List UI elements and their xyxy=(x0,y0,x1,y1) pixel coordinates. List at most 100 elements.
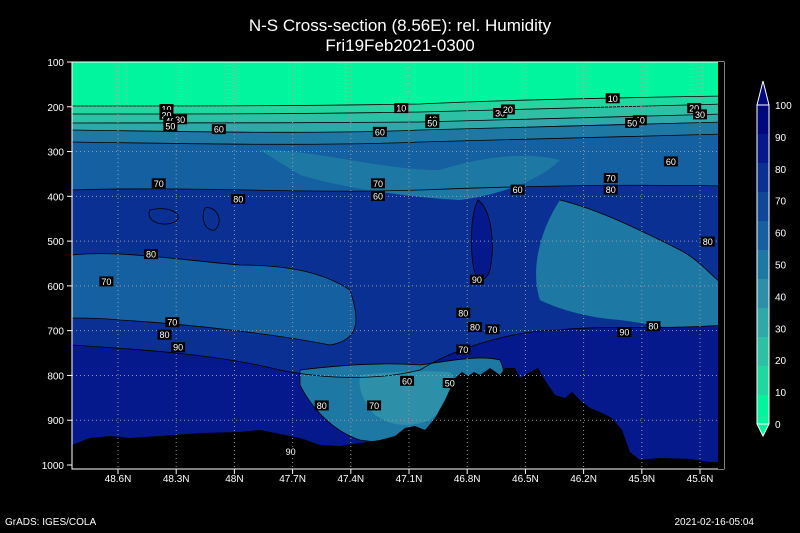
x-tick-label: 45.6N xyxy=(687,474,714,485)
contour-label-text: 60 xyxy=(373,191,383,201)
y-tick-label: 600 xyxy=(47,282,64,293)
x-tick-label: 46.5N xyxy=(512,474,539,485)
contour-label: 80 xyxy=(143,249,158,260)
contour-label: 30 xyxy=(493,108,508,119)
contour-label-bg xyxy=(99,276,114,287)
colorbar-label: 70 xyxy=(775,197,787,208)
contour-label-bg xyxy=(171,342,186,353)
contour-label-bg xyxy=(646,321,661,332)
contour-label-text: 10 xyxy=(608,94,618,104)
contour-label-text: 20 xyxy=(689,104,699,114)
contour-label-bg xyxy=(467,322,482,333)
contour-label-text: 10 xyxy=(161,105,171,115)
contour-label-text: 80 xyxy=(458,308,468,318)
contour-label-text: 80 xyxy=(470,323,480,333)
contour-label: 60 xyxy=(372,126,387,137)
contour-label-bg xyxy=(159,109,174,120)
contour-label: 50 xyxy=(163,121,178,132)
contour-labels: 1020403050601040503020601040502030607080… xyxy=(99,93,715,457)
contour-label-bg xyxy=(605,93,620,104)
contour-label-text: 70 xyxy=(373,179,383,189)
contour-label-bg xyxy=(143,249,158,260)
contour-label-bg xyxy=(693,109,707,120)
contour-label-bg xyxy=(485,324,500,335)
contour-label: 50 xyxy=(442,378,457,389)
colorbar-swatch xyxy=(757,395,769,424)
colorbar-end-low xyxy=(756,423,770,438)
contour-label-bg xyxy=(442,378,457,389)
contour-label-text: 80 xyxy=(317,401,327,411)
contour-label-bg xyxy=(456,344,471,355)
field-band-left-mid xyxy=(72,253,356,345)
contour-label-bg xyxy=(151,178,166,189)
contour-label-text: 80 xyxy=(703,237,713,247)
contour-label: 50 xyxy=(425,117,440,128)
field-band-20 xyxy=(72,104,724,123)
contour-label-text: 70 xyxy=(487,325,497,335)
x-tick-label: 46.2N xyxy=(570,474,597,485)
contour-label-text: 20 xyxy=(503,105,513,115)
contour-label: 80 xyxy=(231,194,246,205)
contour-label: 70 xyxy=(367,400,382,411)
contour-label: 30 xyxy=(693,109,707,120)
field-band-60 xyxy=(72,132,724,192)
y-axis: 100 200 300 400 500 600 700 800 900 1000 xyxy=(42,58,72,472)
contour-label: 70 xyxy=(99,276,114,287)
contour-label: 60 xyxy=(663,156,678,167)
colorbar-swatch xyxy=(757,221,769,250)
contour-label-bg xyxy=(211,124,226,135)
contour-label: 10 xyxy=(394,103,409,114)
y-tick-label: 300 xyxy=(47,148,64,159)
contour-label-bg xyxy=(367,400,382,411)
contour-label-text: 70 xyxy=(154,179,164,189)
contour-label: 90 xyxy=(171,342,186,353)
contour-label-text: 20 xyxy=(161,110,171,120)
contour-label: 10 xyxy=(605,93,620,104)
y-tick-label: 700 xyxy=(47,327,64,338)
contour-label-text: 30 xyxy=(175,115,185,125)
contour-label-bg xyxy=(603,184,618,195)
contour-label: 40 xyxy=(632,115,647,126)
x-tick-label: 48.6N xyxy=(105,474,132,485)
contour-label-text: 70 xyxy=(167,318,177,328)
contour-label: 60 xyxy=(370,190,385,201)
contour-label-text: 80 xyxy=(233,195,243,205)
contour-label-bg xyxy=(173,114,188,125)
contour-label: 20 xyxy=(687,103,702,114)
y-tick-label: 1000 xyxy=(42,461,65,472)
contour-label-text: 60 xyxy=(214,125,224,135)
contour-label: 70 xyxy=(456,344,471,355)
contour-label: 20 xyxy=(500,104,515,115)
contour-label-bg xyxy=(394,103,409,114)
contour-label: 60 xyxy=(211,124,226,135)
contour-label-bg xyxy=(425,117,440,128)
y-tick-label: 200 xyxy=(47,103,64,114)
contour-label-bg xyxy=(314,400,329,411)
y-tick-label: 400 xyxy=(47,192,64,203)
contour-label-text: 30 xyxy=(495,109,505,119)
contour-label: 60 xyxy=(400,375,415,386)
contour-label: 80 xyxy=(646,321,661,332)
contour-label-text: 80 xyxy=(606,185,616,195)
contour-label: 70 xyxy=(151,178,166,189)
contour-label: 70 xyxy=(485,324,500,335)
contour-label-text: 90 xyxy=(472,275,482,285)
colorbar: 0 10 20 30 40 50 60 70 80 90 100 xyxy=(756,80,792,438)
contour-label: 50 xyxy=(625,117,640,128)
contour-label-text: 90 xyxy=(619,328,629,338)
contour-label: 70 xyxy=(370,178,385,189)
contour-label-bg xyxy=(469,274,484,285)
contour-label-bg xyxy=(370,190,385,201)
x-tick-label: 47.7N xyxy=(279,474,306,485)
x-tick-label: 48N xyxy=(225,474,243,485)
grid xyxy=(72,62,724,469)
chart-title: N-S Cross-section (8.56E): rel. Humidity xyxy=(248,16,552,35)
contour-label: 70 xyxy=(603,172,618,183)
colorbar-swatch xyxy=(757,337,769,366)
colorbar-label: 90 xyxy=(775,133,787,144)
contour-label-text: 40 xyxy=(635,116,645,126)
colorbar-swatch xyxy=(757,279,769,308)
contour-label-text: 50 xyxy=(445,379,455,389)
y-tick-label: 100 xyxy=(47,58,64,69)
colorbar-frame xyxy=(756,104,770,425)
